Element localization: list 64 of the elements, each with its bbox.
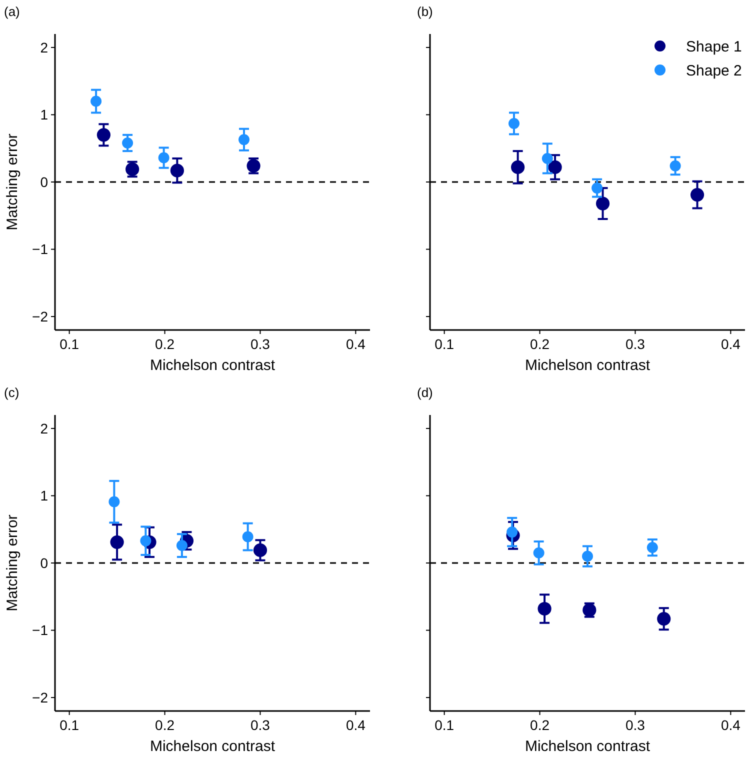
point — [253, 543, 268, 558]
legend-label: Shape 1 — [686, 38, 742, 56]
y-tick-label: −2 — [32, 308, 48, 324]
x-tick-label: 0.4 — [720, 336, 741, 352]
point — [140, 535, 152, 546]
x-tick-label: 0.1 — [434, 336, 454, 352]
point — [657, 612, 671, 626]
x-tick-label: 0.2 — [530, 336, 550, 352]
x-axis-title: Michelson contrast — [150, 738, 276, 755]
point — [242, 531, 254, 542]
x-tick-label: 0.2 — [155, 336, 175, 352]
y-axis-title: Matching error — [4, 514, 21, 612]
point — [690, 188, 704, 202]
point — [592, 182, 603, 194]
point — [670, 160, 681, 172]
point — [508, 118, 520, 129]
x-tick-label: 0.3 — [625, 717, 646, 733]
y-tick-label: −2 — [32, 689, 48, 706]
x-tick-label: 0.1 — [60, 717, 80, 733]
y-tick-label: 0 — [40, 554, 48, 571]
x-axis-title: Michelson contrast — [524, 357, 651, 374]
x-tick-label: 0.3 — [250, 717, 270, 733]
chart-title: (a) — [4, 4, 20, 19]
y-tick-label: 2 — [40, 420, 48, 436]
x-axis-title: Michelson contrast — [150, 357, 276, 374]
x-tick-label: 0.1 — [434, 717, 454, 733]
y-tick-label: 0 — [40, 174, 48, 190]
x-tick-label: 0.4 — [346, 336, 366, 352]
point — [176, 540, 188, 552]
chart-title: (d) — [417, 385, 433, 400]
point — [108, 496, 120, 508]
x-tick-label: 0.2 — [155, 717, 175, 733]
x-tick-label: 0.4 — [346, 717, 366, 733]
point — [548, 160, 562, 174]
x-tick-label: 0.2 — [530, 717, 550, 733]
x-tick-label: 0.4 — [720, 717, 741, 733]
point — [538, 602, 552, 616]
point — [542, 152, 553, 164]
point — [110, 535, 124, 549]
point — [170, 164, 184, 178]
point — [122, 137, 134, 148]
x-tick-label: 0.3 — [625, 336, 646, 352]
y-tick-label: 2 — [40, 39, 48, 56]
point — [506, 526, 518, 538]
point — [582, 550, 593, 562]
y-axis-title: Matching error — [4, 134, 21, 230]
point — [96, 128, 110, 142]
point — [158, 152, 170, 164]
y-tick-label: −1 — [32, 622, 48, 638]
y-tick-label: 1 — [40, 488, 48, 504]
point — [90, 96, 102, 107]
x-axis-title: Michelson contrast — [524, 738, 651, 755]
point — [533, 547, 544, 558]
y-tick-label: 1 — [40, 106, 48, 123]
point — [511, 160, 525, 174]
point — [596, 196, 610, 210]
point — [238, 134, 250, 146]
legend-label: Shape 2 — [686, 62, 742, 80]
y-tick-label: −1 — [32, 241, 48, 258]
chart-title: (c) — [4, 385, 20, 400]
x-tick-label: 0.1 — [60, 336, 80, 352]
point — [646, 542, 658, 554]
chart-title: (b) — [417, 4, 433, 19]
x-tick-label: 0.3 — [250, 336, 270, 352]
